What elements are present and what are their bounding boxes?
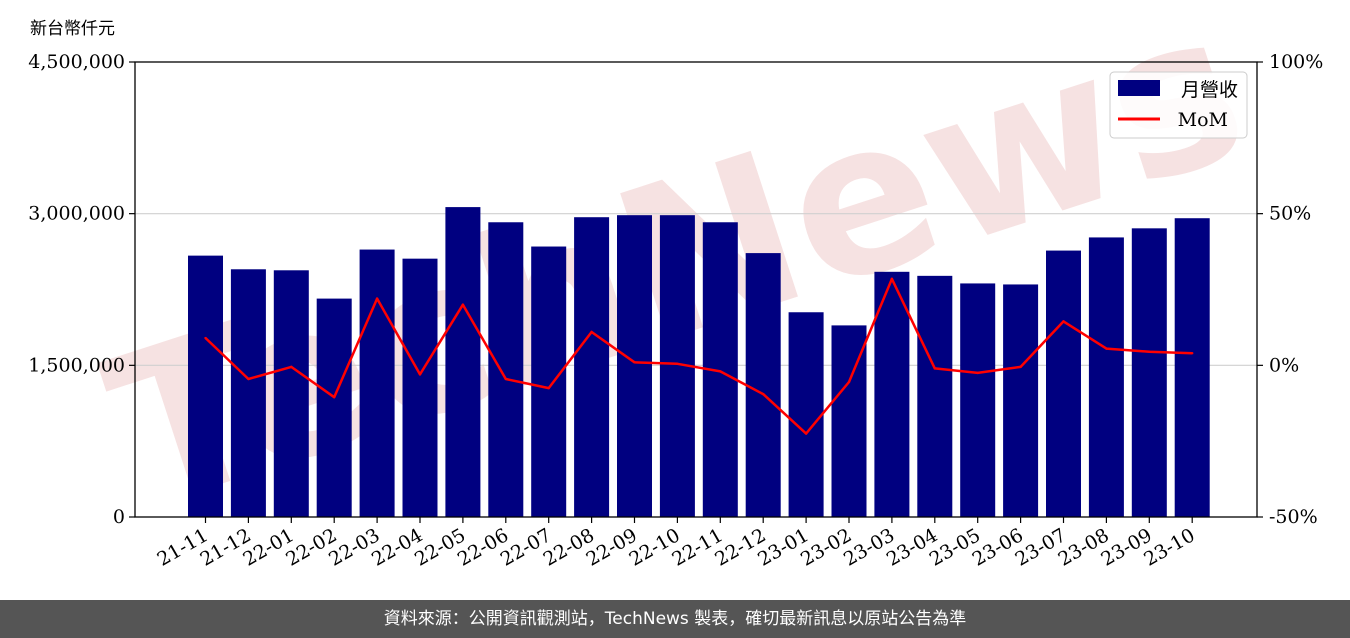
mom-point-22-01: [290, 365, 293, 369]
bar-21-11: [188, 255, 223, 517]
mom-point-23-03: [890, 277, 894, 281]
mom-point-22-02: [333, 395, 336, 399]
bar-22-08: [574, 217, 610, 517]
mom-point-23-07: [1062, 320, 1065, 323]
bar-23-07: [1046, 250, 1081, 518]
legend-label-mom: MoM: [1178, 109, 1228, 131]
bar-23-02: [831, 325, 867, 517]
bar-23-10: [1174, 218, 1210, 517]
bar-23-09: [1131, 228, 1167, 518]
bar-22-09: [617, 215, 652, 517]
bar-22-01: [273, 270, 309, 517]
revenue-bars: [188, 207, 1210, 518]
bar-22-02: [316, 298, 352, 517]
mom-point-22-11: [719, 370, 722, 373]
right-tick-label: 50%: [1269, 203, 1311, 225]
bar-22-04: [402, 258, 438, 517]
mom-point-23-01: [804, 432, 808, 435]
legend-label-revenue: 月營收: [1181, 79, 1238, 101]
right-tick-label: -50%: [1269, 506, 1318, 528]
axes: [134, 61, 1258, 518]
mom-point-23-09: [1148, 350, 1151, 353]
bar-21-12: [230, 269, 266, 517]
right-tick-label: 100%: [1269, 51, 1323, 73]
bar-23-04: [917, 275, 953, 517]
bar-22-05: [445, 207, 481, 517]
bar-23-01: [788, 312, 824, 517]
left-tick-label: 4,500,000: [28, 51, 125, 73]
mom-point-23-04: [933, 367, 936, 370]
mom-line-layer: [204, 277, 1194, 435]
mom-point-23-05: [976, 371, 979, 375]
bar-23-05: [960, 283, 996, 517]
left-tick-label: 0: [113, 506, 125, 528]
left-tick-label: 1,500,000: [28, 354, 125, 376]
x-tick-label: 23-10: [1140, 524, 1198, 570]
legend: 月營收 MoM: [1109, 71, 1248, 139]
bar-22-12: [745, 253, 781, 517]
mom-point-22-08: [590, 330, 593, 334]
bar-22-07: [531, 246, 567, 517]
source-footer: 資料來源：公開資訊觀測站，TechNews 製表，確切最新訊息以原站公告為準: [0, 600, 1350, 638]
mom-point-22-07: [547, 386, 550, 390]
mom-point-23-08: [1105, 347, 1108, 350]
mom-line: [204, 277, 1193, 435]
mom-point-23-06: [1019, 365, 1022, 369]
bar-23-03: [874, 271, 910, 517]
bar-23-06: [1003, 284, 1039, 517]
mom-point-23-02: [847, 380, 851, 384]
mom-point-22-12: [762, 392, 765, 396]
bar-22-06: [488, 222, 524, 517]
mom-point-22-09: [633, 361, 636, 364]
bar-22-03: [359, 249, 395, 518]
right-tick-label: 0%: [1269, 354, 1299, 376]
mom-point-22-10: [676, 362, 679, 366]
mom-point-23-10: [1191, 352, 1194, 355]
plot-frame: [134, 61, 1258, 518]
left-tick-label: 3,000,000: [28, 203, 125, 225]
mom-point-22-05: [461, 303, 465, 306]
mom-point-22-04: [418, 373, 422, 376]
legend-swatch-revenue: [1118, 80, 1160, 96]
y-axis-unit-label: 新台幣仟元: [30, 19, 115, 39]
mom-point-22-06: [504, 377, 507, 381]
mom-point-22-03: [375, 297, 379, 300]
mom-point-21-12: [247, 377, 250, 381]
bar-23-08: [1088, 237, 1124, 517]
chart: TechNews 01,500,0003,000,0004,500,000-50…: [28, 0, 1323, 571]
mom-point-21-11: [204, 336, 207, 340]
